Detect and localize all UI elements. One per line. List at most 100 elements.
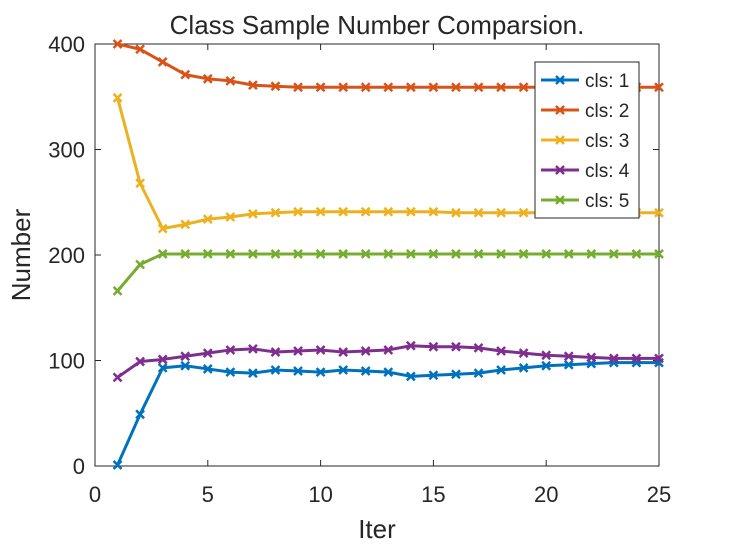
- legend-entry: cls: 3: [541, 131, 629, 152]
- data-point: [157, 249, 168, 259]
- data-point: [360, 346, 371, 356]
- data-point: [270, 81, 281, 92]
- y-tick-label: 400: [48, 32, 85, 57]
- data-point: [202, 348, 213, 358]
- data-point: [270, 365, 281, 375]
- legend-entry: cls: 5: [541, 191, 629, 212]
- data-point: [180, 69, 191, 80]
- data-point: [428, 206, 439, 217]
- series-4: [112, 340, 664, 383]
- data-point: [405, 371, 416, 382]
- data-point: [496, 82, 506, 93]
- data-point: [180, 360, 191, 371]
- y-tick-label: 300: [48, 138, 85, 163]
- data-point: [293, 366, 303, 376]
- data-point: [248, 249, 258, 259]
- data-point: [180, 249, 191, 259]
- legend: cls: 1 cls: 2 cls: 3 cls: 4 cls: 5: [534, 61, 640, 219]
- data-point: [270, 347, 281, 357]
- data-point: [473, 368, 484, 379]
- legend-label: cls: 1: [585, 71, 629, 92]
- y-tick-label: 200: [48, 243, 85, 268]
- y-axis-label: Number: [6, 208, 36, 301]
- data-point: [654, 249, 664, 259]
- data-point: [180, 351, 191, 362]
- data-point: [225, 212, 236, 222]
- data-point: [225, 345, 236, 355]
- legend-marker: [555, 165, 565, 175]
- data-point: [135, 409, 146, 420]
- x-tick-label: 5: [202, 482, 214, 507]
- data-point: [112, 39, 123, 49]
- data-point: [135, 178, 146, 189]
- data-point: [315, 367, 326, 377]
- data-point: [586, 352, 597, 363]
- data-point: [248, 344, 258, 354]
- data-point: [293, 82, 303, 93]
- data-point: [496, 365, 506, 375]
- data-point: [451, 341, 461, 352]
- x-tick-label: 10: [308, 482, 332, 507]
- data-point: [518, 82, 529, 93]
- data-point: [518, 249, 529, 259]
- data-point: [202, 249, 213, 259]
- data-point: [135, 356, 146, 367]
- data-point: [405, 249, 416, 259]
- y-tick-label: 0: [73, 454, 85, 479]
- data-point: [405, 206, 416, 217]
- series-1: [112, 357, 664, 470]
- data-point: [383, 206, 394, 217]
- legend-marker: [555, 105, 565, 115]
- data-point: [338, 249, 349, 259]
- data-point: [518, 348, 529, 358]
- data-point: [518, 207, 529, 218]
- data-point: [496, 346, 506, 356]
- data-point: [157, 354, 168, 365]
- data-point: [586, 249, 597, 259]
- data-point: [383, 82, 394, 93]
- data-point: [496, 249, 506, 259]
- data-point: [451, 249, 461, 259]
- data-point: [315, 206, 326, 217]
- data-point: [654, 207, 664, 218]
- x-tick-label: 20: [534, 482, 558, 507]
- chart-title: Class Sample Number Comparsion.: [170, 10, 585, 40]
- legend-marker: [555, 195, 565, 205]
- data-point: [202, 364, 213, 374]
- data-point: [473, 342, 484, 353]
- legend-label: cls: 4: [585, 161, 630, 182]
- data-point: [293, 206, 303, 217]
- data-point: [563, 359, 574, 370]
- data-point: [428, 82, 439, 93]
- data-point: [293, 249, 303, 259]
- data-point: [631, 249, 642, 259]
- data-point: [428, 341, 439, 352]
- data-point: [202, 214, 213, 225]
- legend-entry: cls: 2: [541, 101, 629, 122]
- data-point: [405, 82, 416, 93]
- data-point: [360, 249, 371, 259]
- data-point: [157, 363, 168, 373]
- data-point: [360, 366, 371, 376]
- data-point: [451, 369, 461, 380]
- data-point: [225, 249, 236, 259]
- data-point: [631, 353, 642, 364]
- data-point: [383, 345, 394, 355]
- data-point: [654, 82, 664, 93]
- legend-marker: [555, 75, 565, 85]
- y-axis-ticks: 0 100 200 300 400: [48, 32, 659, 479]
- x-axis-label: Iter: [358, 514, 396, 544]
- data-point: [541, 360, 552, 371]
- x-tick-label: 0: [89, 482, 101, 507]
- data-point: [270, 207, 281, 218]
- x-tick-label: 15: [421, 482, 445, 507]
- data-point: [293, 346, 303, 356]
- data-point: [112, 460, 123, 470]
- data-point: [202, 73, 213, 84]
- data-point: [383, 367, 394, 377]
- x-axis-ticks: 0 5 10 15 20 25: [89, 44, 671, 507]
- data-point: [225, 367, 236, 377]
- data-point: [338, 347, 349, 357]
- data-point: [563, 249, 574, 259]
